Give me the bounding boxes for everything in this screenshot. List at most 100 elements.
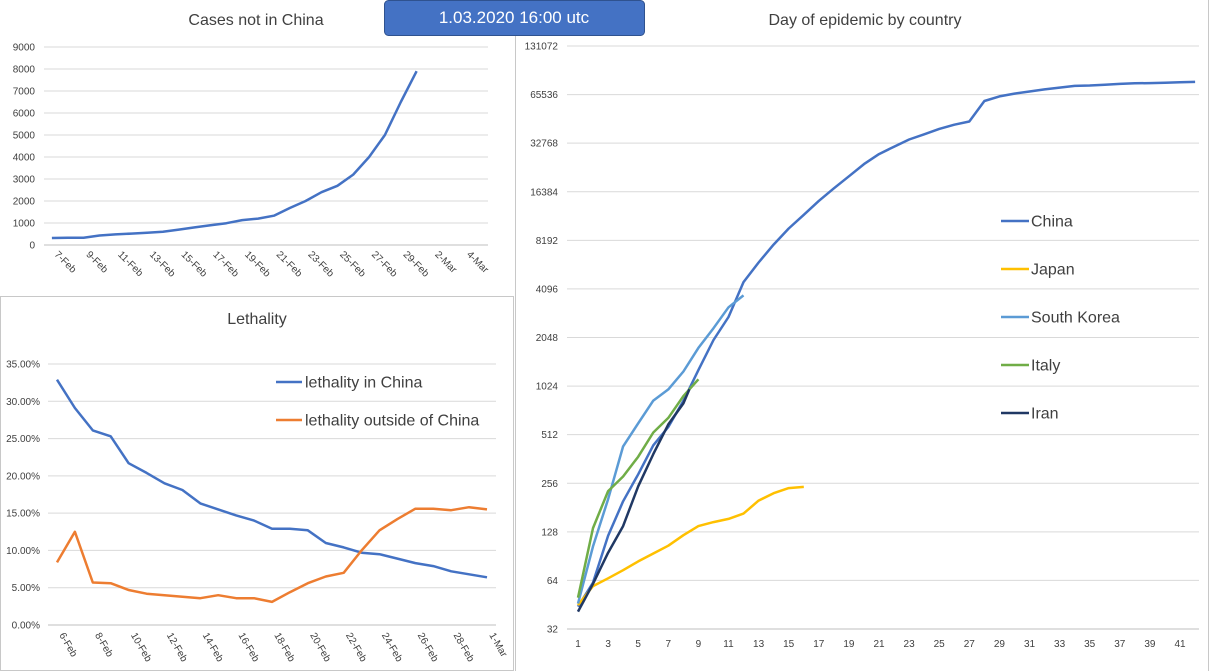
cases-gridlines <box>44 46 488 246</box>
cases-y-tick: 2000 <box>13 197 36 208</box>
lethality-x-tick: 18-Feb <box>271 631 297 664</box>
epidemic-series-line <box>576 294 745 604</box>
epidemic-x-tick: 13 <box>753 639 765 650</box>
lethality-x-tick: 24-Feb <box>379 631 405 664</box>
lethality-series-line <box>55 379 488 579</box>
lethality-y-tick: 0.00% <box>12 621 40 632</box>
cases-x-tick: 7-Feb <box>52 249 79 276</box>
epidemic-legend-label: Italy <box>1031 358 1060 375</box>
epidemic-x-tick: 41 <box>1174 639 1186 650</box>
epidemic-y-tick: 8192 <box>536 236 559 247</box>
epidemic-x-tick: 29 <box>994 639 1006 650</box>
cases-y-tick: 7000 <box>13 87 36 98</box>
cases-x-tick: 4-Mar <box>464 249 491 276</box>
epidemic-x-tick: 17 <box>813 639 825 650</box>
lethality-series <box>55 379 488 604</box>
cases-x-tick: 23-Feb <box>306 249 336 279</box>
epidemic-legend-label: Iran <box>1031 406 1059 423</box>
epidemic-x-tick: 19 <box>843 639 855 650</box>
epidemic-x-tick: 37 <box>1114 639 1126 650</box>
lethality-x-tick: 6-Feb <box>56 631 79 660</box>
lethality-y-tick: 25.00% <box>6 434 40 445</box>
epidemic-x-tick: 3 <box>605 639 611 650</box>
lethality-y-tick: 35.00% <box>6 360 40 371</box>
epidemic-y-tick: 32768 <box>530 139 558 150</box>
epidemic-y-tick: 256 <box>541 479 558 490</box>
cases-y-tick: 8000 <box>13 65 36 76</box>
cases-x-tick: 2-Mar <box>432 249 459 276</box>
cases-x-tick: 29-Feb <box>401 249 431 279</box>
lethality-x-tick: 12-Feb <box>164 631 190 664</box>
epidemic-x-tick: 5 <box>635 639 641 650</box>
lethality-x-tick: 1-Mar <box>486 631 509 660</box>
epidemic-gridlines <box>567 45 1199 630</box>
lethality-panel-frame <box>0 296 514 671</box>
lethality-x-tick: 26-Feb <box>415 631 441 664</box>
epidemic-y-tick: 4096 <box>536 284 559 295</box>
cases-y-tick: 6000 <box>13 109 36 120</box>
timestamp-banner-box <box>384 0 645 36</box>
cases-x-tick: 13-Feb <box>147 249 177 279</box>
lethality-legend-label: lethality outside of China <box>305 413 479 430</box>
cases-x-tick: 25-Feb <box>337 249 367 279</box>
epidemic-series-line <box>576 80 1196 608</box>
epidemic-x-tick: 15 <box>783 639 795 650</box>
epidemic-chart: Day of epidemic by country 3264128256512… <box>525 12 1199 650</box>
cases-y-tick: 1000 <box>13 219 36 230</box>
lethality-x-tick-labels: 6-Feb 8-Feb 10-Feb 12-Feb 14-Feb 16-Feb 18-Feb… <box>56 631 509 664</box>
epidemic-y-tick: 1024 <box>536 382 559 393</box>
epidemic-y-tick: 64 <box>547 576 559 587</box>
lethality-x-tick: 28-Feb <box>451 631 477 664</box>
epidemic-y-tick-labels: 32 64 128 256 512 1024 2048 4096 8192 16384 32768 6… <box>525 42 559 636</box>
epidemic-x-tick: 9 <box>696 639 702 650</box>
epidemic-legend-label: Japan <box>1031 262 1075 279</box>
lethality-y-tick: 20.00% <box>6 471 40 482</box>
lethality-x-tick: 16-Feb <box>236 631 262 664</box>
cases-chart: Cases not in China 0 1000 2000 3000 4000 5000… <box>13 12 491 280</box>
cases-x-tick: 19-Feb <box>242 249 272 279</box>
epidemic-legend-label: South Korea <box>1031 310 1120 327</box>
epidemic-y-tick: 16384 <box>530 187 558 198</box>
epidemic-y-tick: 512 <box>541 430 558 441</box>
lethality-x-tick: 8-Feb <box>92 631 115 660</box>
epidemic-x-tick: 7 <box>666 639 672 650</box>
lethality-y-tick: 15.00% <box>6 509 40 520</box>
epidemic-chart-title: Day of epidemic by country <box>769 12 962 29</box>
epidemic-series <box>576 80 1196 613</box>
cases-series <box>51 70 418 240</box>
cases-y-tick: 9000 <box>13 43 36 54</box>
epidemic-y-tick: 2048 <box>536 333 559 344</box>
epidemic-x-tick-labels: 1 3 5 7 9 11 13 15 17 19 21 23 25 27 29 31 33 35 37 39 41 <box>575 639 1186 650</box>
cases-series-line <box>51 70 418 240</box>
lethality-x-tick: 14-Feb <box>200 631 226 664</box>
timestamp-text: 1.03.2020 16:00 utc <box>439 8 590 27</box>
lethality-chart-title: Lethality <box>227 311 287 328</box>
cases-x-tick: 15-Feb <box>179 249 209 279</box>
epidemic-x-tick: 33 <box>1054 639 1066 650</box>
epidemic-x-tick: 11 <box>723 639 734 650</box>
cases-y-tick: 4000 <box>13 153 36 164</box>
epidemic-y-tick: 131072 <box>525 42 559 53</box>
lethality-chart: Lethality 0.00% 5.00% 10.00% 15.00% 20.00% 25… <box>6 311 509 664</box>
lethality-legend-label: lethality in China <box>305 375 423 392</box>
epidemic-series-line <box>577 485 804 606</box>
cases-x-tick: 11-Feb <box>115 249 145 279</box>
lethality-legend: lethality in China lethality outside of C… <box>276 375 479 430</box>
cases-x-tick: 9-Feb <box>84 249 111 276</box>
cases-y-tick-labels: 0 1000 2000 3000 4000 5000 6000 7000 8000 9000 <box>13 43 36 252</box>
epidemic-x-tick: 21 <box>873 639 885 650</box>
lethality-y-tick: 30.00% <box>6 397 40 408</box>
epidemic-legend: China Japan South Korea Italy Iran <box>1001 214 1120 423</box>
epidemic-y-tick: 32 <box>547 625 559 636</box>
cases-x-tick: 21-Feb <box>274 249 304 279</box>
cases-y-tick: 3000 <box>13 175 36 186</box>
epidemic-x-tick: 1 <box>575 639 581 650</box>
epidemic-x-tick: 35 <box>1084 639 1096 650</box>
cases-y-tick: 5000 <box>13 131 36 142</box>
epidemic-x-tick: 23 <box>904 639 916 650</box>
epidemic-x-tick: 31 <box>1024 639 1036 650</box>
epidemic-x-tick: 39 <box>1144 639 1156 650</box>
lethality-y-tick: 10.00% <box>6 546 40 557</box>
cases-x-tick: 27-Feb <box>369 249 399 279</box>
epidemic-x-tick: 25 <box>934 639 946 650</box>
